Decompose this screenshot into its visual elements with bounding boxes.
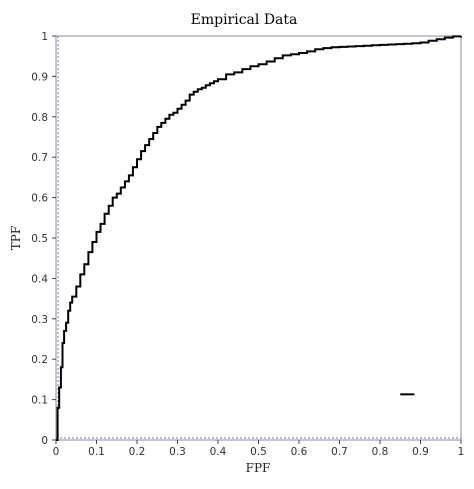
- roc-curve-line: [56, 35, 462, 441]
- x-tick-label: 0.8: [372, 446, 389, 458]
- y-tick-label: 0.9: [31, 71, 48, 83]
- x-tick-label: 0: [53, 446, 60, 458]
- y-tick-label: 1: [41, 31, 48, 43]
- x-axis-ticks: 0 0.1 0.2 0.3 0.4 0.5 0.6 0.7 0.8 0.9 1: [53, 440, 465, 458]
- y-tick-label: 0: [41, 435, 48, 447]
- y-tick-label: 0.1: [31, 395, 48, 407]
- roc-curve-group: [56, 35, 462, 441]
- y-axis-label: TPF: [9, 226, 23, 250]
- x-tick-label: 1: [458, 446, 465, 458]
- plot-border: [55, 35, 462, 441]
- x-axis-label: FPF: [246, 461, 271, 475]
- x-tick-label: 0.5: [250, 446, 267, 458]
- x-tick-label: 0.2: [129, 446, 146, 458]
- y-tick-label: 0.8: [31, 112, 48, 124]
- chart-title: Empirical Data: [191, 12, 298, 28]
- x-tick-label: 0.9: [412, 446, 429, 458]
- y-tick-label: 0.3: [31, 314, 48, 326]
- x-tick-label: 0.6: [291, 446, 308, 458]
- x-tick-label: 0.1: [88, 446, 105, 458]
- y-tick-label: 0.5: [31, 233, 48, 245]
- y-tick-label: 0.6: [31, 193, 48, 205]
- y-axis-ticks: 0 0.1 0.2 0.3 0.4 0.5 0.6 0.7 0.8 0.9 1: [31, 31, 56, 447]
- y-tick-label: 0.4: [31, 273, 48, 285]
- y-tick-label: 0.7: [31, 152, 48, 164]
- x-tick-label: 0.4: [210, 446, 227, 458]
- x-tick-label: 0.3: [169, 446, 186, 458]
- plot-frame: [55, 35, 462, 441]
- x-tick-label: 0.7: [331, 446, 348, 458]
- y-tick-label: 0.2: [31, 354, 48, 366]
